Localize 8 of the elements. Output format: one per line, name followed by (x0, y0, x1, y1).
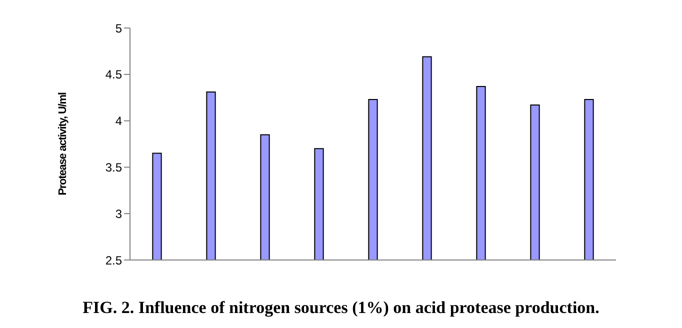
y-tick-label: 4 (115, 114, 122, 128)
text: FIG. 2. Influence of nitrogen sources (1%) on acid protease production. (82, 298, 600, 318)
y-tick-label: 5 (115, 21, 122, 36)
y-tick-label: 2.5 (105, 253, 122, 268)
y-tick-label: 3 (115, 206, 122, 221)
y-tick-label: 4.5 (105, 68, 122, 82)
y-axis-title: Protease activity, U/ml (56, 92, 69, 196)
y-tick-label: 3.5 (105, 160, 122, 174)
